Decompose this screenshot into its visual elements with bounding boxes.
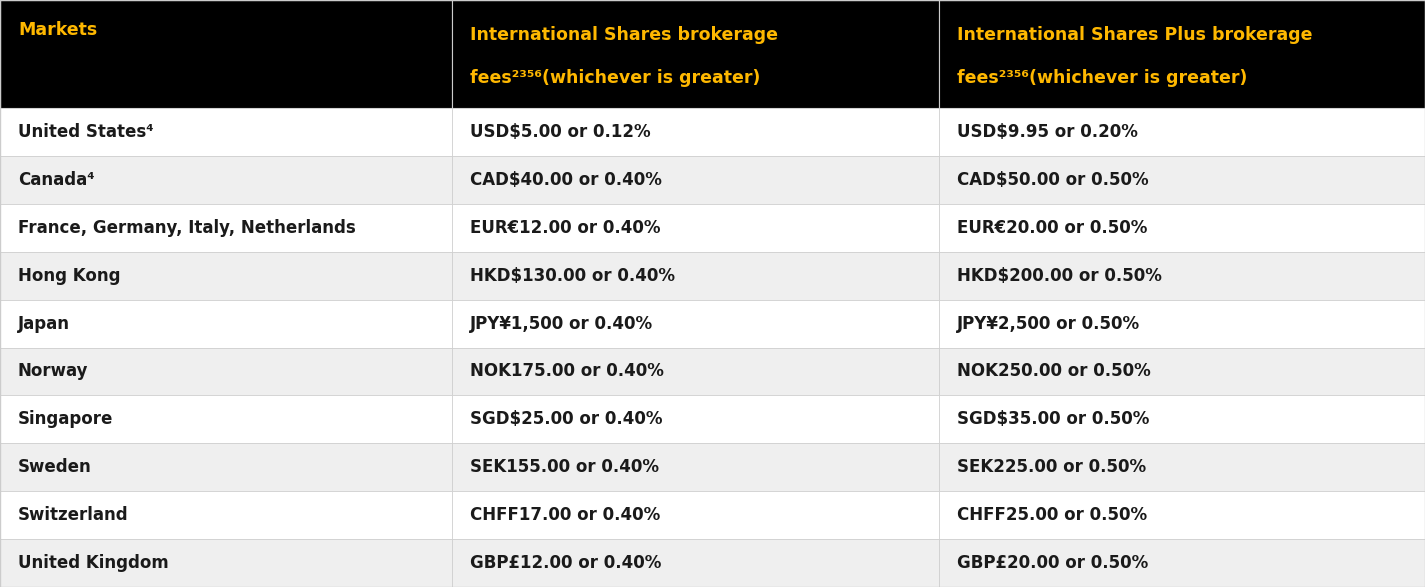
Bar <box>452 108 939 156</box>
Bar <box>452 204 939 252</box>
Text: Norway: Norway <box>19 362 88 380</box>
Text: Sweden: Sweden <box>19 458 91 476</box>
Text: Hong Kong: Hong Kong <box>19 266 121 285</box>
Text: Canada⁴: Canada⁴ <box>19 171 94 189</box>
Text: CHFF17.00 or 0.40%: CHFF17.00 or 0.40% <box>470 506 660 524</box>
Bar <box>452 0 939 108</box>
Bar <box>939 299 1425 348</box>
Bar <box>939 108 1425 156</box>
Bar <box>0 539 452 587</box>
Text: JPY¥2,500 or 0.50%: JPY¥2,500 or 0.50% <box>958 315 1140 333</box>
Text: NOK175.00 or 0.40%: NOK175.00 or 0.40% <box>470 362 664 380</box>
Bar <box>0 396 452 443</box>
Text: CAD$50.00 or 0.50%: CAD$50.00 or 0.50% <box>958 171 1149 189</box>
Text: International Shares Plus brokerage: International Shares Plus brokerage <box>958 26 1312 43</box>
Text: NOK250.00 or 0.50%: NOK250.00 or 0.50% <box>958 362 1151 380</box>
Bar <box>939 0 1425 108</box>
Text: USD$5.00 or 0.12%: USD$5.00 or 0.12% <box>470 123 650 141</box>
Bar <box>452 299 939 348</box>
Bar <box>939 396 1425 443</box>
Bar <box>939 156 1425 204</box>
Text: Markets: Markets <box>19 21 97 39</box>
Text: France, Germany, Italy, Netherlands: France, Germany, Italy, Netherlands <box>19 219 356 237</box>
Text: Singapore: Singapore <box>19 410 114 429</box>
Text: United States⁴: United States⁴ <box>19 123 154 141</box>
Text: International Shares brokerage: International Shares brokerage <box>470 26 778 43</box>
Bar <box>452 539 939 587</box>
Text: fees²³⁵⁶(whichever is greater): fees²³⁵⁶(whichever is greater) <box>958 69 1247 87</box>
Text: fees²³⁵⁶(whichever is greater): fees²³⁵⁶(whichever is greater) <box>470 69 760 87</box>
Bar <box>939 539 1425 587</box>
Text: JPY¥1,500 or 0.40%: JPY¥1,500 or 0.40% <box>470 315 653 333</box>
Text: United Kingdom: United Kingdom <box>19 554 168 572</box>
Bar <box>452 443 939 491</box>
Bar <box>939 491 1425 539</box>
Text: GBP£20.00 or 0.50%: GBP£20.00 or 0.50% <box>958 554 1149 572</box>
Bar <box>452 491 939 539</box>
Bar <box>939 348 1425 396</box>
Bar <box>0 0 452 108</box>
Text: GBP£12.00 or 0.40%: GBP£12.00 or 0.40% <box>470 554 661 572</box>
Text: SEK155.00 or 0.40%: SEK155.00 or 0.40% <box>470 458 658 476</box>
Text: USD$9.95 or 0.20%: USD$9.95 or 0.20% <box>958 123 1139 141</box>
Text: SGD$25.00 or 0.40%: SGD$25.00 or 0.40% <box>470 410 663 429</box>
Bar <box>452 348 939 396</box>
Bar <box>0 299 452 348</box>
Text: EUR€20.00 or 0.50%: EUR€20.00 or 0.50% <box>958 219 1147 237</box>
Text: Switzerland: Switzerland <box>19 506 128 524</box>
Bar <box>452 252 939 299</box>
Text: HKD$130.00 or 0.40%: HKD$130.00 or 0.40% <box>470 266 674 285</box>
Bar <box>0 348 452 396</box>
Bar <box>0 252 452 299</box>
Bar <box>939 204 1425 252</box>
Bar <box>0 204 452 252</box>
Bar <box>452 156 939 204</box>
Bar <box>0 443 452 491</box>
Text: SGD$35.00 or 0.50%: SGD$35.00 or 0.50% <box>958 410 1150 429</box>
Text: CHFF25.00 or 0.50%: CHFF25.00 or 0.50% <box>958 506 1147 524</box>
Text: Japan: Japan <box>19 315 70 333</box>
Text: CAD$40.00 or 0.40%: CAD$40.00 or 0.40% <box>470 171 661 189</box>
Bar <box>0 491 452 539</box>
Bar <box>0 108 452 156</box>
Bar <box>939 443 1425 491</box>
Bar <box>0 156 452 204</box>
Text: SEK225.00 or 0.50%: SEK225.00 or 0.50% <box>958 458 1146 476</box>
Text: HKD$200.00 or 0.50%: HKD$200.00 or 0.50% <box>958 266 1161 285</box>
Bar <box>452 396 939 443</box>
Bar <box>939 252 1425 299</box>
Text: EUR€12.00 or 0.40%: EUR€12.00 or 0.40% <box>470 219 660 237</box>
